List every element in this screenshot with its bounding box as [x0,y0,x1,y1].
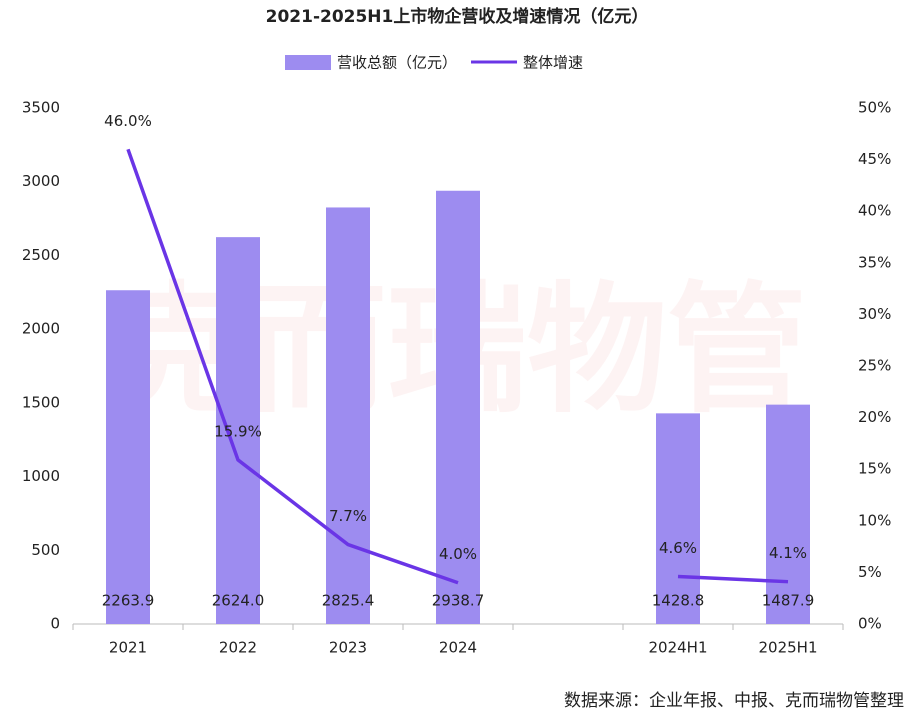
x-tick-label: 2023 [329,639,367,657]
bar-value-label: 2938.7 [432,592,485,610]
line-value-label: 15.9% [214,422,262,440]
line-value-label: 7.7% [329,507,367,525]
bar-value-label: 2624.0 [212,592,265,610]
legend-swatch [285,55,331,70]
bar [766,404,810,624]
y-tick-label: 500 [31,541,60,559]
x-tick-label: 2024 [439,639,477,657]
legend-label: 营收总额（亿元） [337,54,457,72]
y2-tick-label: 0% [858,615,882,633]
y2-tick-label: 10% [858,511,891,529]
y-tick-label: 1500 [22,393,60,411]
bar-value-label: 1487.9 [762,592,815,610]
line-value-label: 4.0% [439,545,477,563]
bar [326,207,370,624]
bar [656,413,700,624]
line-value-label: 4.1% [769,544,807,562]
source-note: 数据来源：企业年报、中报、克而瑞物管整理 [564,691,904,711]
bar [436,190,480,625]
y-tick-label: 3000 [22,172,60,190]
bar-value-label: 1428.8 [652,592,705,610]
x-tick-label: 2024H1 [649,639,708,657]
y2-tick-label: 35% [858,253,891,271]
y2-tick-label: 25% [858,357,891,375]
y-tick-label: 3500 [22,99,60,117]
y2-tick-label: 5% [858,563,882,581]
bar-value-label: 2825.4 [322,592,375,610]
y2-tick-label: 20% [858,408,891,426]
chart-title: 2021-2025H1上市物企营收及增速情况（亿元） [266,6,649,27]
y2-tick-label: 30% [858,305,891,323]
y2-tick-label: 15% [858,460,891,478]
x-tick-label: 2022 [219,639,257,657]
y2-tick-label: 50% [858,99,891,117]
x-tick-label: 2021 [109,639,147,657]
y2-tick-label: 40% [858,202,891,220]
legend-label: 整体增速 [523,54,583,72]
y-tick-label: 0 [50,615,60,633]
bar [106,290,150,624]
bar-value-label: 2263.9 [102,592,155,610]
line-value-label: 4.6% [659,539,697,557]
y2-tick-label: 45% [858,150,891,168]
line-value-label: 46.0% [104,112,152,130]
y-tick-label: 2500 [22,246,60,264]
line [126,148,789,585]
y-tick-label: 2000 [22,320,60,338]
x-tick-label: 2025H1 [759,639,818,657]
y-tick-label: 1000 [22,467,60,485]
bar [216,237,260,624]
